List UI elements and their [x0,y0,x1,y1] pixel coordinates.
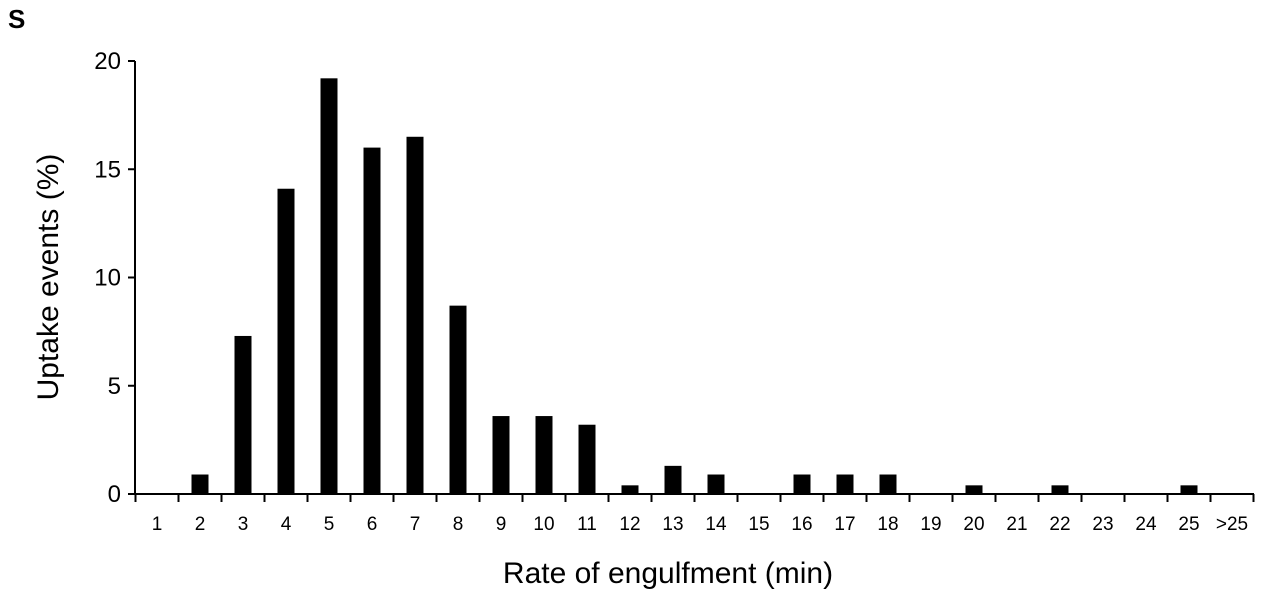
bars [191,78,1198,495]
x-tick-label: 19 [920,514,941,535]
bar [664,465,682,494]
x-tick-label: 21 [1006,514,1027,535]
x-tick-label: 7 [410,514,421,535]
bar [234,335,252,494]
y-ticks: 0 5 10 15 20 [94,48,135,508]
y-tick-label: 15 [94,156,121,183]
x-tick-label: 4 [281,514,292,535]
x-ticks: 1 2 3 4 5 6 7 8 9 10 11 12 13 14 15 16 17 18 19 20 21 22 23 24 2… [134,494,1255,535]
axes [134,61,1254,495]
x-tick-label: 25 [1178,514,1199,535]
bar [836,474,854,494]
x-tick-label: 2 [195,514,206,535]
bar [965,485,983,494]
x-axis-label: Rate of engulfment (min) [503,557,833,590]
x-tick-label: 24 [1135,514,1157,535]
bar [492,416,510,494]
x-tick-label: 23 [1092,514,1113,535]
panel-label: S [8,4,26,34]
x-tick-label: 3 [238,514,249,535]
x-tick-label: 17 [834,514,855,535]
x-tick-label: 9 [496,514,507,535]
bar [1051,485,1069,494]
bar [277,188,295,495]
x-tick-label: 15 [748,514,769,535]
bar [449,305,467,494]
bar [1180,485,1198,494]
x-tick-label: 22 [1049,514,1070,535]
x-tick-label: 20 [963,514,984,535]
x-tick-label: 11 [577,514,597,535]
y-tick-label: 5 [108,373,121,400]
bar [793,474,811,494]
y-tick-label: 0 [108,481,121,508]
x-tick-label: 1 [152,514,163,535]
x-tick-label: 18 [877,514,898,535]
bar [320,78,338,494]
bar [406,136,424,494]
bar [363,147,381,494]
x-tick-label: 14 [705,514,727,535]
bar [879,474,897,494]
bar [707,474,725,494]
x-tick-label: 13 [662,514,683,535]
bar [578,424,596,494]
x-tick-label: 6 [367,514,378,535]
x-tick-label: >25 [1216,514,1248,535]
x-tick-label: 10 [533,514,554,535]
y-axis-label: Uptake events (%) [32,154,65,401]
x-tick-label: 16 [791,514,812,535]
x-tick-label: 12 [619,514,640,535]
x-tick-label: 5 [324,514,335,535]
bar [191,474,209,494]
bar [621,485,639,494]
y-tick-label: 20 [94,48,121,75]
y-tick-label: 10 [94,265,121,292]
bar [535,416,553,494]
x-tick-label: 8 [453,514,464,535]
